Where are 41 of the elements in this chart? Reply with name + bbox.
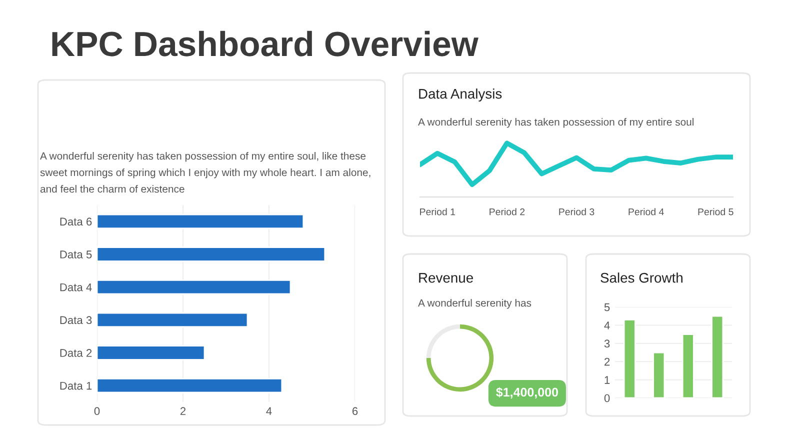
bar [97,246,326,262]
chart-title: Revenue [419,273,473,283]
y-tick-label: 3 [604,340,610,348]
bar [97,312,248,328]
bar [623,319,636,398]
chart-title: Data Analysis [419,88,502,102]
chart-subtitle: A wonderful serenity has taken possession of my entire soul, like these sweet mornings of spring which I enjoy with my whole heart. I am alone, and feel the charm of existence [40,152,370,193]
x-tick-label: Period 4 [628,208,664,216]
chart-subtitle: A wonderful serenity has taken possession of my entire soul [418,118,694,128]
y-tick-label: Data 6 [60,218,92,226]
bar [97,345,206,360]
donut-slice [426,324,460,358]
y-tick-label: Data 3 [60,316,92,324]
bar [652,352,666,398]
y-tick-label: 1 [604,376,610,384]
x-tick-label: Period 1 [420,208,456,216]
x-tick-label: Period 2 [490,208,525,216]
bar [97,378,283,394]
x-tick-label: 2 [180,407,186,415]
chart-subtitle: A wonderful serenity has [418,299,532,309]
y-tick-label: Data 2 [60,349,92,357]
bar [97,279,292,295]
y-tick-label: Data 4 [60,283,92,292]
chart-title: KPC Dashboard Overview [52,30,478,56]
y-tick-label: 4 [604,322,610,330]
y-tick-label: 5 [604,303,610,312]
bar [682,334,694,398]
bar [711,315,724,398]
chart-title: Sales Growth [600,272,682,283]
x-tick-label: Period 3 [559,208,594,216]
x-tick-label: 6 [352,407,358,416]
donut-slice [426,324,494,392]
y-tick-label: Data 1 [60,382,92,390]
text: $1,400,000 [496,387,558,398]
y-tick-label: 2 [604,358,610,366]
x-tick-label: 4 [266,407,272,415]
x-tick-label: Period 5 [698,208,734,216]
x-tick-label: 0 [94,407,100,416]
y-tick-label: 0 [604,394,610,402]
bar [97,214,304,230]
y-tick-label: Data 5 [60,250,92,258]
